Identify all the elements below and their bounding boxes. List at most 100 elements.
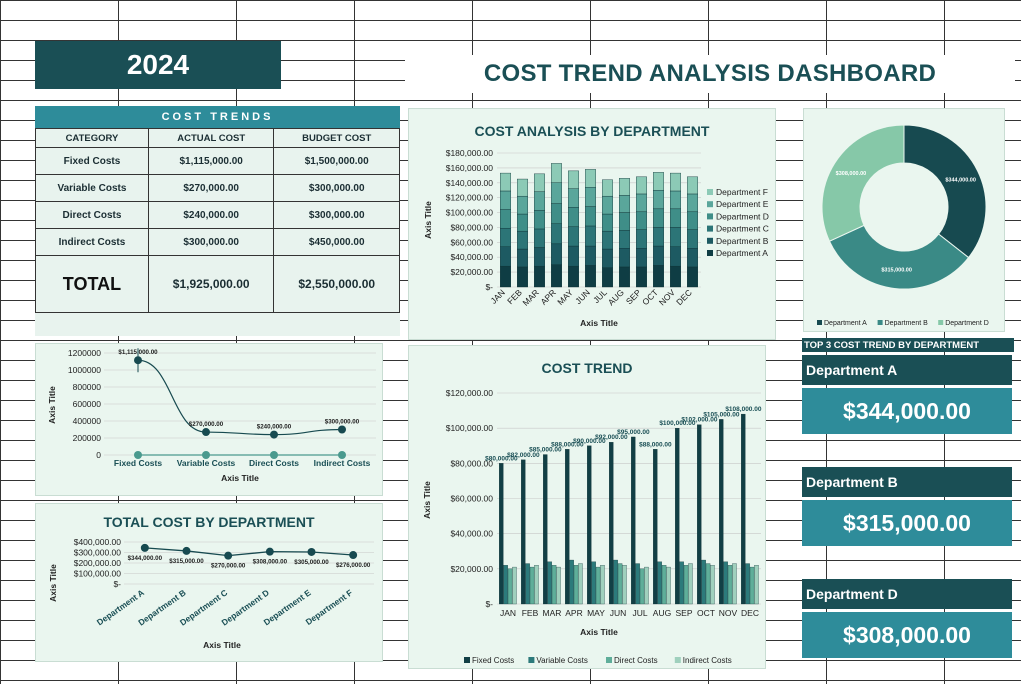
x-tick-label: APR bbox=[565, 608, 582, 618]
cost-trends-table: CATEGORY ACTUAL COST BUDGET COST Fixed C… bbox=[35, 106, 400, 336]
y-tick-label: 1200000 bbox=[68, 348, 101, 358]
bar bbox=[595, 566, 601, 605]
bar-segment bbox=[568, 245, 579, 267]
data-label: $344,000.00 bbox=[945, 177, 976, 183]
bar-segment bbox=[568, 170, 579, 189]
bar bbox=[507, 568, 513, 605]
bar bbox=[613, 559, 618, 605]
x-tick-label: JUL bbox=[632, 608, 647, 618]
budget-cell[interactable]: $300,000.00 bbox=[273, 201, 400, 229]
y-tick-label: $160,000.00 bbox=[446, 163, 494, 173]
bar bbox=[503, 565, 508, 605]
bar bbox=[525, 563, 530, 605]
bar-segment bbox=[687, 193, 698, 213]
bar-segment bbox=[517, 266, 528, 288]
legend-swatch bbox=[707, 250, 713, 256]
kpi-dept-a-label: Department A bbox=[802, 355, 1012, 385]
x-tick-label: OCT bbox=[697, 608, 715, 618]
total-cost-by-dept-chart[interactable]: TOTAL COST BY DEPARTMENT $- $100,000.00 $20… bbox=[35, 503, 383, 662]
legend-label: Department A bbox=[716, 248, 768, 258]
bar-segment bbox=[653, 265, 664, 288]
legend-swatch bbox=[707, 201, 713, 208]
legend-swatch bbox=[606, 657, 612, 663]
x-tick-label: JUL bbox=[591, 287, 609, 305]
actual-cost-line-chart[interactable]: 0 200000 400000 600000 800000 1000000 1200000 F… bbox=[35, 343, 383, 496]
x-tick-label: APR bbox=[538, 287, 557, 306]
bar bbox=[573, 565, 579, 605]
bar bbox=[639, 568, 645, 605]
column-header-actual: ACTUAL COST bbox=[147, 128, 275, 148]
actual-cell[interactable]: $270,000.00 bbox=[147, 174, 275, 202]
budget-cell[interactable]: $300,000.00 bbox=[273, 174, 400, 202]
data-point bbox=[349, 551, 358, 560]
bar bbox=[591, 561, 596, 605]
category-cell[interactable]: Fixed Costs bbox=[35, 147, 149, 175]
bar bbox=[683, 565, 689, 605]
bar bbox=[675, 428, 680, 605]
chart-title: COST TREND bbox=[542, 360, 633, 376]
actual-cell[interactable]: $240,000.00 bbox=[147, 201, 275, 229]
cost-by-dept-chart[interactable]: COST ANALYSIS BY DEPARTMENT $- $20,000.00 $… bbox=[408, 108, 776, 340]
data-point bbox=[182, 546, 191, 555]
bar-segment bbox=[653, 227, 664, 247]
donut-slice bbox=[903, 124, 987, 259]
bar-segment bbox=[619, 266, 630, 288]
data-point bbox=[202, 428, 210, 437]
bar bbox=[710, 565, 715, 605]
x-tick-label: Department F bbox=[304, 587, 355, 627]
bar bbox=[521, 459, 526, 605]
bar-segment bbox=[551, 163, 562, 183]
bar-segment bbox=[670, 172, 681, 192]
chart-title: TOTAL COST BY DEPARTMENT bbox=[103, 514, 314, 530]
bar-segment bbox=[500, 209, 511, 229]
legend-label: Department C bbox=[716, 224, 769, 234]
legend-swatch bbox=[707, 213, 713, 220]
y-tick-label: $- bbox=[485, 282, 493, 292]
actual-cell[interactable]: $300,000.00 bbox=[147, 228, 275, 256]
bar bbox=[719, 419, 724, 605]
bar-segment bbox=[585, 169, 596, 188]
budget-cell[interactable]: $450,000.00 bbox=[273, 228, 400, 256]
cost-trend-chart[interactable]: COST TREND $- $20,000.00 $40,000.00 $60,000.… bbox=[408, 345, 766, 669]
x-axis-title: Axis Title bbox=[203, 640, 241, 650]
x-tick-label: SEP bbox=[624, 287, 643, 306]
legend-label: Direct Costs bbox=[614, 656, 658, 665]
data-label: $102,000.00 bbox=[681, 417, 718, 424]
data-label: $100,000.00 bbox=[659, 420, 696, 427]
data-label: $300,000.00 bbox=[325, 419, 360, 426]
bar bbox=[697, 424, 702, 605]
category-cell[interactable]: Variable Costs bbox=[35, 174, 149, 202]
bar bbox=[653, 449, 658, 605]
data-label: $92,000.00 bbox=[595, 434, 628, 441]
total-budget[interactable]: $2,550,000.00 bbox=[273, 255, 400, 313]
y-tick-label: $80,000.00 bbox=[450, 458, 493, 468]
bar bbox=[644, 566, 649, 605]
bar-segment bbox=[517, 248, 528, 268]
bar-segment bbox=[534, 247, 545, 267]
budget-cell[interactable]: $1,500,000.00 bbox=[273, 147, 400, 175]
bar bbox=[741, 413, 746, 605]
total-label[interactable]: TOTAL bbox=[35, 255, 149, 313]
bar bbox=[569, 559, 574, 605]
bar bbox=[578, 563, 583, 605]
bar bbox=[556, 566, 561, 605]
y-tick-label: $100,000.00 bbox=[446, 208, 494, 218]
total-actual[interactable]: $1,925,000.00 bbox=[147, 255, 275, 313]
actual-cell[interactable]: $1,115,000.00 bbox=[147, 147, 275, 175]
x-tick-label: JAN bbox=[500, 608, 516, 618]
data-label: $344,000.00 bbox=[128, 555, 163, 562]
category-cell[interactable]: Indirect Costs bbox=[35, 228, 149, 256]
bar bbox=[754, 565, 759, 605]
bar bbox=[565, 449, 570, 605]
x-tick-label: MAY bbox=[555, 287, 575, 307]
bar-segment bbox=[636, 176, 647, 195]
data-label: $88,000.00 bbox=[639, 441, 672, 448]
bar bbox=[551, 565, 557, 605]
category-cell[interactable]: Direct Costs bbox=[35, 201, 149, 229]
y-tick-label: $80,000.00 bbox=[450, 222, 493, 232]
bar bbox=[543, 454, 548, 605]
x-tick-label: AUG bbox=[653, 608, 671, 618]
bar-segment bbox=[636, 193, 647, 213]
bar bbox=[534, 565, 539, 605]
dept-donut-chart[interactable]: $344,000.00 $315,000.00 $308,000.00 Departm… bbox=[803, 108, 1005, 332]
